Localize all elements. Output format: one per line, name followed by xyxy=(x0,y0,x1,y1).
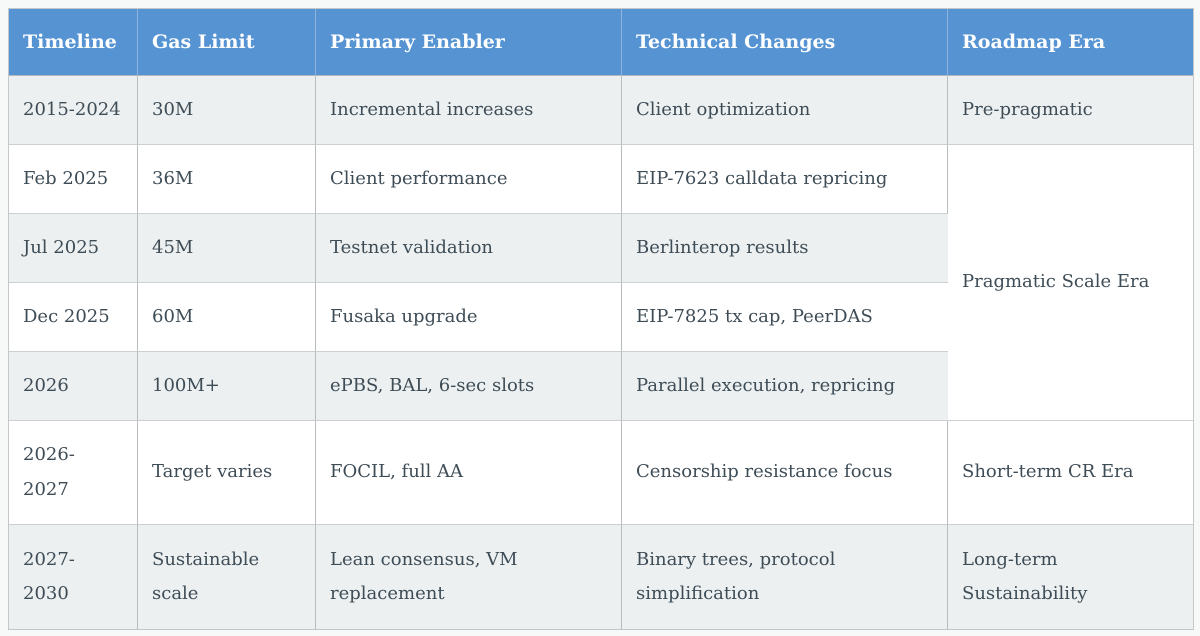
header-row: Timeline Gas Limit Primary Enabler Techn… xyxy=(9,9,1193,76)
cell-primary-enabler: Testnet validation xyxy=(316,214,622,283)
cell-roadmap-era: Short-term CR Era xyxy=(948,421,1193,525)
cell-gas-limit: Target varies xyxy=(138,421,316,525)
cell-gas-limit: 36M xyxy=(138,145,316,214)
cell-technical-changes: Client optimization xyxy=(622,76,948,145)
cell-gas-limit: 60M xyxy=(138,283,316,352)
column-header-roadmap-era: Roadmap Era xyxy=(948,9,1193,76)
cell-primary-enabler: Fusaka upgrade xyxy=(316,283,622,352)
cell-timeline: Jul 2025 xyxy=(9,214,138,283)
cell-primary-enabler: Client performance xyxy=(316,145,622,214)
cell-timeline: 2015-2024 xyxy=(9,76,138,145)
table-row: Dec 2025 60M Fusaka upgrade EIP-7825 tx … xyxy=(9,283,1193,352)
table-row: Jul 2025 45M Testnet validation Berlinte… xyxy=(9,214,1193,283)
cell-gas-limit: 45M xyxy=(138,214,316,283)
cell-technical-changes: Parallel execution, repricing xyxy=(622,352,948,421)
cell-primary-enabler: FOCIL, full AA xyxy=(316,421,622,525)
table-row: 2026-2027 Target varies FOCIL, full AA C… xyxy=(9,421,1193,525)
column-header-gas-limit: Gas Limit xyxy=(138,9,316,76)
table-row: 2015-2024 30M Incremental increases Clie… xyxy=(9,76,1193,145)
cell-primary-enabler: Incremental increases xyxy=(316,76,622,145)
cell-timeline: Feb 2025 xyxy=(9,145,138,214)
column-header-primary-enabler: Primary Enabler xyxy=(316,9,622,76)
table-row: 2027-2030 Sustainable scale Lean consens… xyxy=(9,525,1193,629)
cell-technical-changes: Censorship resistance focus xyxy=(622,421,948,525)
cell-technical-changes: EIP-7825 tx cap, PeerDAS xyxy=(622,283,948,352)
cell-gas-limit: 30M xyxy=(138,76,316,145)
cell-technical-changes: Binary trees, protocol simplification xyxy=(622,525,948,629)
cell-primary-enabler: Lean consensus, VM replacement xyxy=(316,525,622,629)
cell-roadmap-era: Pre-pragmatic xyxy=(948,76,1193,145)
column-header-technical-changes: Technical Changes xyxy=(622,9,948,76)
gas-limit-roadmap-table: Timeline Gas Limit Primary Enabler Techn… xyxy=(8,8,1194,630)
cell-roadmap-era: Long-term Sustainability xyxy=(948,525,1193,629)
cell-gas-limit: Sustainable scale xyxy=(138,525,316,629)
table-row: 2026 100M+ ePBS, BAL, 6-sec slots Parall… xyxy=(9,352,1193,421)
table-row: Feb 2025 36M Client performance EIP-7623… xyxy=(9,145,1193,421)
timeline-range: 2027-2030 xyxy=(23,548,75,604)
cell-gas-limit: 100M+ xyxy=(138,352,316,421)
column-header-timeline: Timeline xyxy=(9,9,138,76)
cell-timeline: 2026 xyxy=(9,352,138,421)
cell-timeline: Dec 2025 xyxy=(9,283,138,352)
cell-technical-changes: EIP-7623 calldata repricing xyxy=(622,145,948,214)
cell-roadmap-era-merged: Pragmatic Scale Era xyxy=(948,145,1193,421)
timeline-range: 2026-2027 xyxy=(23,444,75,500)
cell-timeline: 2026-2027 xyxy=(9,421,138,525)
cell-primary-enabler: ePBS, BAL, 6-sec slots xyxy=(316,352,622,421)
cell-technical-changes: Berlinterop results xyxy=(622,214,948,283)
cell-timeline: 2027-2030 xyxy=(9,525,138,629)
